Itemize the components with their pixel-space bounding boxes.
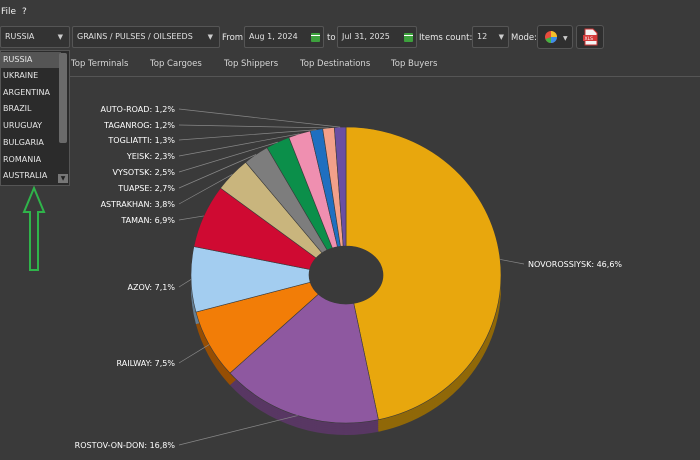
country-option-australia[interactable]: AUSTRALIA: [3, 171, 48, 180]
from-date-value: Aug 1, 2024: [249, 32, 298, 41]
up-arrow-icon: [22, 186, 46, 271]
label-line-taman: [178, 215, 204, 221]
slice-label-railway: RAILWAY: 7,5%: [117, 359, 176, 368]
slice-label-auto-road: AUTO-ROAD: 1,2%: [100, 105, 175, 114]
xls-file-icon: XLS: [583, 28, 598, 46]
menu-file[interactable]: File: [1, 7, 17, 17]
to-label: to: [327, 33, 336, 43]
calendar-icon[interactable]: [404, 33, 413, 42]
label-line-astrakhan: [178, 174, 233, 205]
chevron-down-icon: ▼: [207, 33, 213, 41]
label-line-rostov-on-don: [178, 415, 298, 446]
pie-labels: NOVOROSSIYSK: 46,6% ROSTOV-ON-DON: 16,8% R…: [75, 105, 623, 450]
tab-top-terminals[interactable]: Top Terminals: [71, 59, 129, 69]
menu-bar: File ?: [0, 0, 700, 24]
country-option-russia[interactable]: RUSSIA: [1, 52, 61, 68]
slice-novorossiysk[interactable]: [345, 126, 502, 421]
slice-label-taganrog: TAGANROG: 1,2%: [103, 121, 175, 130]
country-option-romania[interactable]: ROMANIA: [3, 155, 42, 164]
country-option-argentina[interactable]: ARGENTINA: [3, 88, 50, 97]
label-line-novorossiysk: [500, 259, 525, 265]
slice-label-astrakhan: ASTRAKHAN: 3,8%: [101, 200, 176, 209]
items-count-label: Items count:: [419, 33, 473, 43]
label-line-taganrog: [178, 124, 329, 129]
chevron-down-icon: ▼: [498, 33, 504, 41]
commodity-select-value: GRAINS / PULSES / OILSEEDS: [77, 32, 193, 41]
tab-bar: Top Terminals Top Cargoes Top Shippers T…: [0, 56, 700, 77]
country-option-brazil[interactable]: BRAZIL: [3, 104, 32, 113]
svg-text:XLS: XLS: [585, 36, 594, 42]
label-line-azov: [178, 279, 192, 288]
slice-label-tuapse: TUAPSE: 2,7%: [117, 184, 175, 193]
mode-select[interactable]: ▼: [537, 25, 573, 49]
country-select[interactable]: RUSSIA ▼: [0, 26, 70, 48]
slice-label-yeisk: YEISK: 2,3%: [126, 152, 176, 161]
from-label: From: [222, 33, 244, 43]
slice-label-rostov-on-don: ROSTOV-ON-DON: 16,8%: [75, 441, 176, 450]
slice-label-azov: AZOV: 7,1%: [128, 283, 176, 292]
tab-top-cargoes[interactable]: Top Cargoes: [150, 59, 202, 69]
terminals-pie-chart: NOVOROSSIYSK: 46,6% ROSTOV-ON-DON: 16,8% R…: [75, 105, 623, 450]
donut-hole: [309, 246, 383, 304]
slice-label-togliatti: TOGLIATTI: 1,3%: [107, 136, 175, 145]
slice-rostov-on-don[interactable]: [229, 293, 379, 424]
items-count-select[interactable]: 12 ▼: [472, 26, 509, 48]
country-option-bulgaria[interactable]: BULGARIA: [3, 138, 44, 147]
tab-top-destinations[interactable]: Top Destinations: [300, 59, 371, 69]
label-line-railway: [178, 344, 210, 364]
label-line-tuapse: [178, 154, 257, 189]
label-line-togliatti: [178, 129, 317, 141]
items-count-value: 12: [477, 32, 488, 41]
label-line-vysotsk: [178, 141, 278, 173]
export-xls-button[interactable]: XLS: [576, 25, 604, 49]
country-select-value: RUSSIA: [5, 32, 35, 41]
dropdown-scrollbar[interactable]: [59, 53, 67, 143]
country-dropdown-list: RUSSIA UKRAINE ARGENTINA BRAZIL URUGUAY …: [0, 50, 70, 186]
to-date-picker[interactable]: Jul 31, 2025: [337, 26, 417, 48]
tab-top-shippers[interactable]: Top Shippers: [224, 59, 279, 69]
slice-label-taman: TAMAN: 6,9%: [120, 216, 175, 225]
pie-hole: [309, 246, 383, 304]
country-option-uruguay[interactable]: URUGUAY: [3, 121, 43, 130]
from-date-picker[interactable]: Aug 1, 2024: [244, 26, 324, 48]
country-option-ukraine[interactable]: UKRAINE: [3, 71, 39, 80]
tab-top-buyers[interactable]: Top Buyers: [391, 59, 438, 69]
menu-help[interactable]: ?: [22, 7, 27, 17]
commodity-select[interactable]: GRAINS / PULSES / OILSEEDS ▼: [72, 26, 220, 48]
mode-label: Mode:: [511, 33, 538, 43]
scroll-down-icon[interactable]: ▼: [58, 174, 68, 183]
label-line-yeisk: [178, 133, 300, 157]
slice-label-vysotsk: VYSOTSK: 2,5%: [112, 168, 175, 177]
label-line-auto-road: [178, 108, 341, 128]
slice-label-novorossiysk: NOVOROSSIYSK: 46,6%: [528, 260, 622, 269]
chevron-down-icon: ▼: [57, 33, 63, 41]
pie-chart-icon: ▼: [545, 31, 568, 43]
svg-text:▼: ▼: [563, 35, 568, 42]
calendar-icon[interactable]: [311, 33, 320, 42]
pie-slices: [190, 126, 502, 424]
to-date-value: Jul 31, 2025: [342, 32, 390, 41]
